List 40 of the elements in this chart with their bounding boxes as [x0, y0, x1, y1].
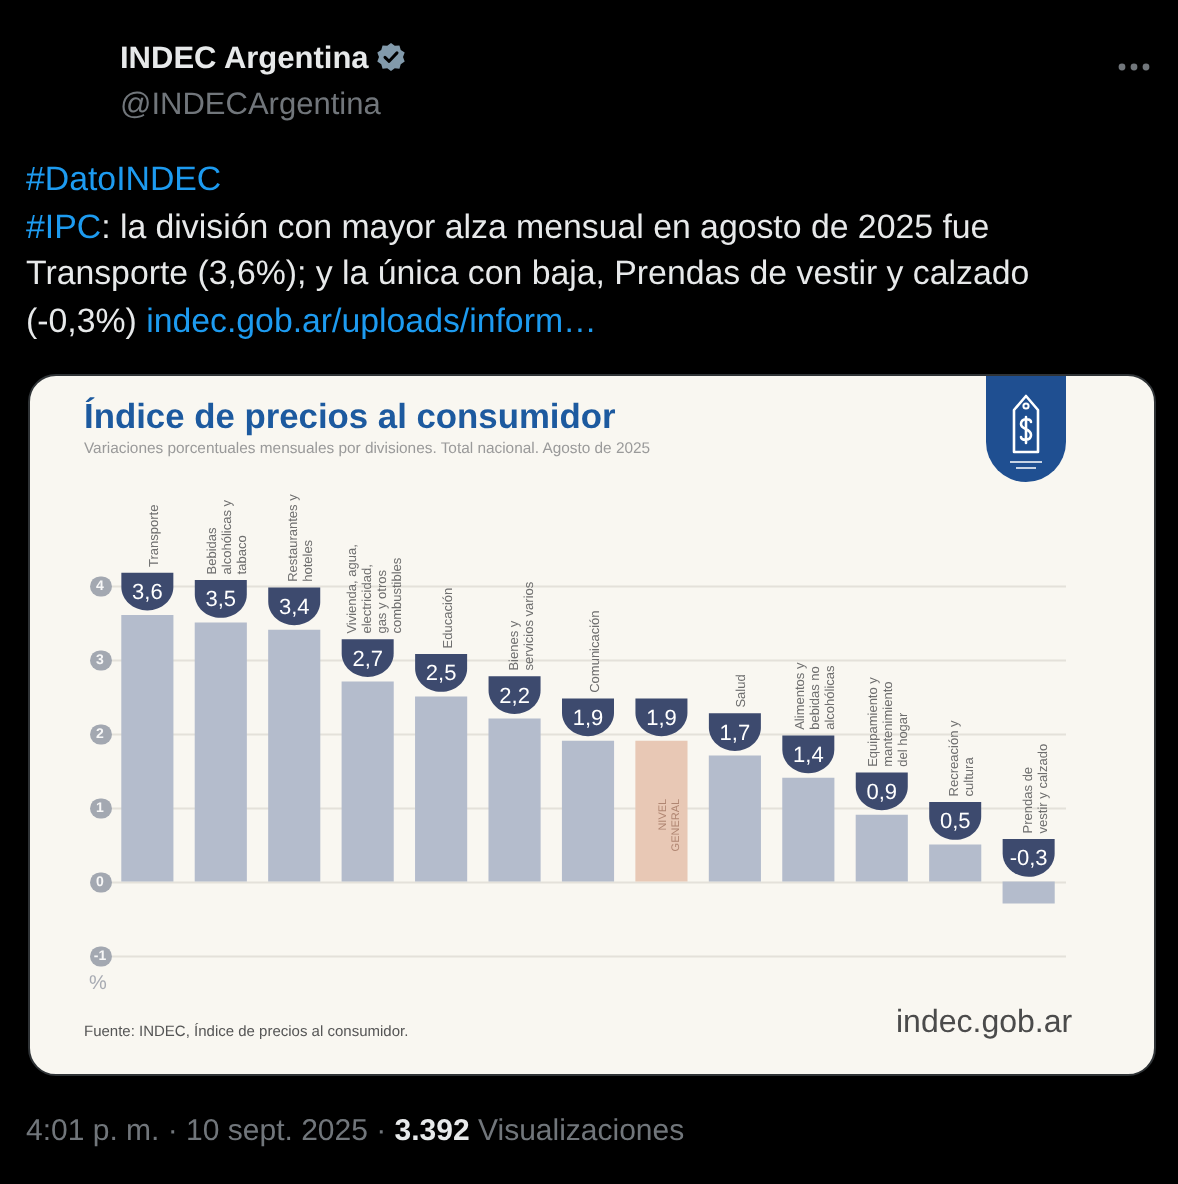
bar: [708, 755, 761, 882]
bar: [488, 718, 541, 882]
text: (-0,3%): [26, 301, 137, 339]
bar: [194, 622, 247, 882]
bar: [782, 777, 835, 882]
data-label: -0,3: [1009, 847, 1048, 872]
text: #IPC: [26, 207, 102, 245]
bar: [561, 740, 615, 882]
chart-title: Índice de precios al consumidor: [84, 395, 616, 436]
bar: [268, 629, 321, 882]
data-label: 1,9: [646, 706, 677, 731]
text: 4:01 p. m. · 10 sept. 2025 ·: [26, 1114, 387, 1148]
bar: [929, 844, 982, 882]
bar: [341, 681, 394, 882]
data-label: 1,9: [572, 706, 604, 731]
data-label: 2,2: [499, 684, 530, 709]
bar: [1002, 881, 1055, 904]
text: indec.gob.ar/uploads/inform…: [146, 301, 597, 339]
text: INDEC Argentina: [120, 42, 369, 76]
text: indec.gob.ar: [896, 1006, 1073, 1040]
data-label: 1,7: [719, 721, 751, 746]
data-label: 2,7: [352, 647, 383, 672]
text: Transporte (3,6%); y la única con baja, Prendas de vestir y calzado: [26, 254, 1030, 292]
text: #DatoINDEC: [26, 160, 222, 198]
data-label: 3,5: [205, 588, 237, 613]
y-axis-title: %: [89, 973, 108, 996]
bar: [415, 696, 468, 882]
text: 3.392: [394, 1114, 470, 1148]
bar: [855, 814, 908, 882]
text: @INDECArgentina: [120, 88, 381, 122]
text: Visualizaciones: [478, 1114, 685, 1148]
data-label: 2,5: [425, 662, 457, 687]
data-label: 0,5: [939, 810, 971, 835]
data-label: 3,6: [132, 581, 163, 605]
data-label: 1,4: [793, 743, 824, 768]
text: : la división con mayor alza mensual en agosto de 2025 fue: [101, 207, 990, 245]
data-label: 3,4: [278, 595, 310, 620]
data-label: 0,9: [866, 780, 898, 805]
bar: [121, 615, 174, 882]
bar: [635, 740, 688, 882]
